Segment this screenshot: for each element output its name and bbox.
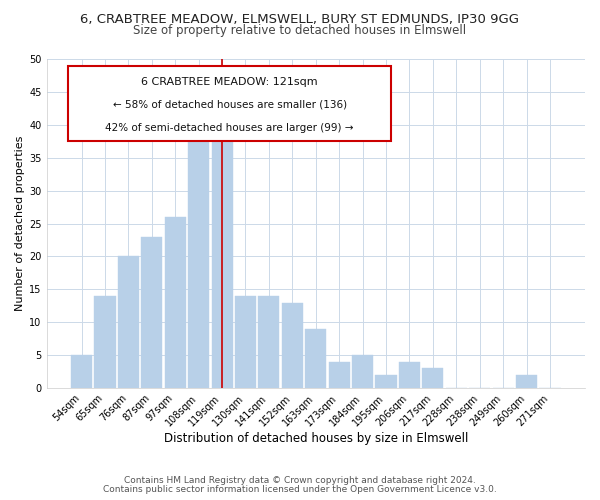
Bar — [164, 217, 186, 388]
Bar — [259, 296, 280, 388]
Y-axis label: Number of detached properties: Number of detached properties — [15, 136, 25, 311]
Bar — [282, 302, 303, 388]
Bar — [376, 375, 397, 388]
Bar — [329, 362, 350, 388]
Bar — [399, 362, 420, 388]
Text: 42% of semi-detached houses are larger (99) →: 42% of semi-detached houses are larger (… — [106, 122, 354, 132]
Text: Contains public sector information licensed under the Open Government Licence v3: Contains public sector information licen… — [103, 485, 497, 494]
Bar — [118, 256, 139, 388]
Bar — [516, 375, 537, 388]
Bar — [141, 236, 163, 388]
Bar — [212, 132, 233, 388]
Text: Contains HM Land Registry data © Crown copyright and database right 2024.: Contains HM Land Registry data © Crown c… — [124, 476, 476, 485]
Bar — [305, 329, 326, 388]
X-axis label: Distribution of detached houses by size in Elmswell: Distribution of detached houses by size … — [164, 432, 468, 445]
Bar — [94, 296, 116, 388]
Bar — [422, 368, 443, 388]
Bar — [235, 296, 256, 388]
Text: 6 CRABTREE MEADOW: 121sqm: 6 CRABTREE MEADOW: 121sqm — [141, 77, 318, 87]
Bar — [188, 132, 209, 388]
Text: 6, CRABTREE MEADOW, ELMSWELL, BURY ST EDMUNDS, IP30 9GG: 6, CRABTREE MEADOW, ELMSWELL, BURY ST ED… — [80, 12, 520, 26]
FancyBboxPatch shape — [68, 66, 391, 142]
Text: Size of property relative to detached houses in Elmswell: Size of property relative to detached ho… — [133, 24, 467, 37]
Text: ← 58% of detached houses are smaller (136): ← 58% of detached houses are smaller (13… — [113, 100, 347, 110]
Bar — [352, 355, 373, 388]
Bar — [71, 355, 92, 388]
